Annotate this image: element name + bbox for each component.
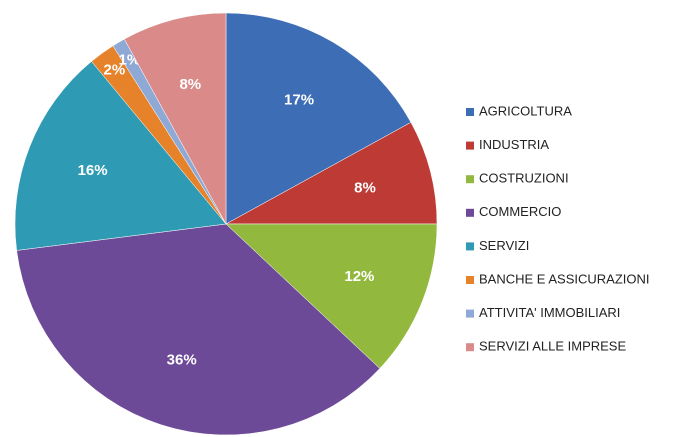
- legend-label: ATTIVITA' IMMOBILIARI: [479, 305, 620, 320]
- legend-swatch: [466, 309, 474, 318]
- legend-label: COSTRUZIONI: [479, 171, 569, 186]
- pie-slice: [225, 122, 438, 225]
- legend-swatch: [466, 108, 474, 116]
- pie-slice: [14, 61, 227, 251]
- data-label: 8%: [179, 76, 201, 93]
- legend-label: COMMERCIO: [479, 204, 561, 219]
- pie-slice: [16, 223, 381, 436]
- legend-label: INDUSTRIA: [479, 137, 549, 152]
- data-label: 8%: [354, 179, 376, 196]
- data-label: 36%: [167, 351, 197, 368]
- legend-swatch: [466, 141, 474, 150]
- legend-swatch: [466, 343, 474, 352]
- pie-slice: [124, 12, 227, 225]
- pie-slice: [225, 223, 438, 369]
- data-label: 16%: [78, 162, 108, 179]
- legend-label: SERVIZI: [479, 238, 529, 253]
- data-label: 17%: [284, 91, 314, 108]
- legend-swatch: [466, 276, 474, 284]
- data-label: 2%: [104, 61, 126, 78]
- legend-swatch: [466, 242, 474, 251]
- pie-slice: [225, 12, 412, 225]
- legend-label: BANCHE E ASSICURAZIONI: [479, 271, 649, 286]
- legend-label: SERVIZI ALLE IMPRESE: [479, 339, 626, 354]
- data-label: 12%: [344, 268, 374, 285]
- legend-swatch: [466, 175, 474, 184]
- legend-label: AGRICOLTURA: [479, 103, 572, 118]
- legend-swatch: [466, 208, 474, 217]
